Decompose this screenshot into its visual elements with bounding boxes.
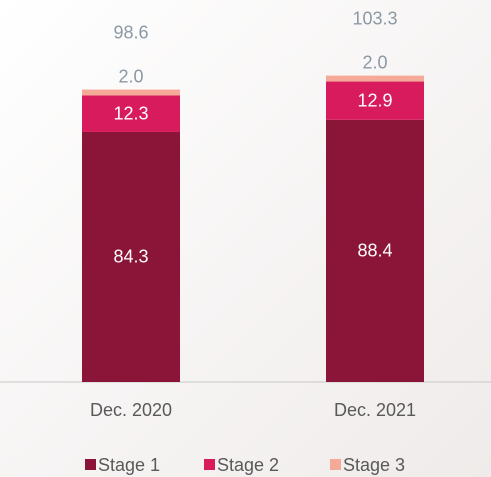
total-label: 103.3 — [352, 8, 397, 28]
legend-label: Stage 1 — [98, 455, 160, 475]
x-tick-label: Dec. 2020 — [90, 400, 172, 420]
value-label: 2.0 — [362, 52, 387, 72]
total-label: 98.6 — [113, 22, 148, 42]
value-label: 12.9 — [357, 90, 392, 110]
value-label: 84.3 — [113, 247, 148, 267]
legend-swatch — [330, 459, 341, 470]
bar-segment — [82, 89, 180, 96]
x-tick-label: Dec. 2021 — [334, 400, 416, 420]
bar-segment — [82, 131, 180, 382]
legend-label: Stage 3 — [343, 455, 405, 475]
value-label: 2.0 — [118, 66, 143, 86]
bar-segment — [326, 119, 424, 382]
value-label: 12.3 — [113, 103, 148, 123]
value-label: 88.4 — [357, 241, 392, 261]
bar-segment — [82, 95, 180, 132]
bar-segment — [326, 75, 424, 82]
legend-label: Stage 2 — [217, 455, 279, 475]
legend-swatch — [204, 459, 215, 470]
legend-swatch — [85, 459, 96, 470]
bar-segment — [326, 81, 424, 120]
